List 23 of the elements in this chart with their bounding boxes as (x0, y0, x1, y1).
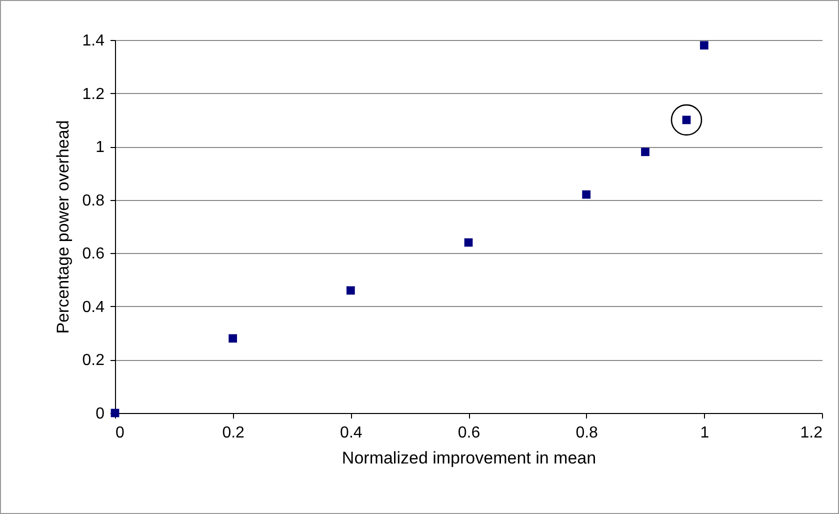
point (700, 41, 708, 50)
x-axis-title: Normalized improvement in mean (342, 448, 596, 468)
y-tick-label: 0.8 (82, 192, 105, 210)
y-tick-label: 0.4 (82, 298, 105, 316)
y-tick-label: 0.2 (82, 352, 105, 370)
y-tick-label: 0.6 (82, 246, 105, 263)
point (228, 334, 238, 343)
x-tick-label: 1.2 (800, 424, 823, 442)
point (464, 238, 473, 247)
point (346, 286, 355, 295)
y-tick-label: 1.4 (82, 32, 105, 50)
x-tick-label: 0 (116, 424, 124, 442)
x-tick-label: 0.4 (340, 424, 362, 442)
y-tick-label: 1 (96, 139, 105, 156)
x-tick-label: 1 (700, 424, 710, 442)
point (582, 190, 591, 199)
y-axis-title: Percentage power overhead (53, 120, 72, 334)
y-tick-label: 1.2 (82, 86, 105, 103)
x-tick-label: 0.2 (222, 424, 245, 442)
point (641, 148, 650, 156)
x-tick-label: 0.6 (458, 424, 480, 442)
x-tick-label: 0.8 (576, 424, 598, 442)
y-tick-label: 0 (96, 406, 105, 422)
